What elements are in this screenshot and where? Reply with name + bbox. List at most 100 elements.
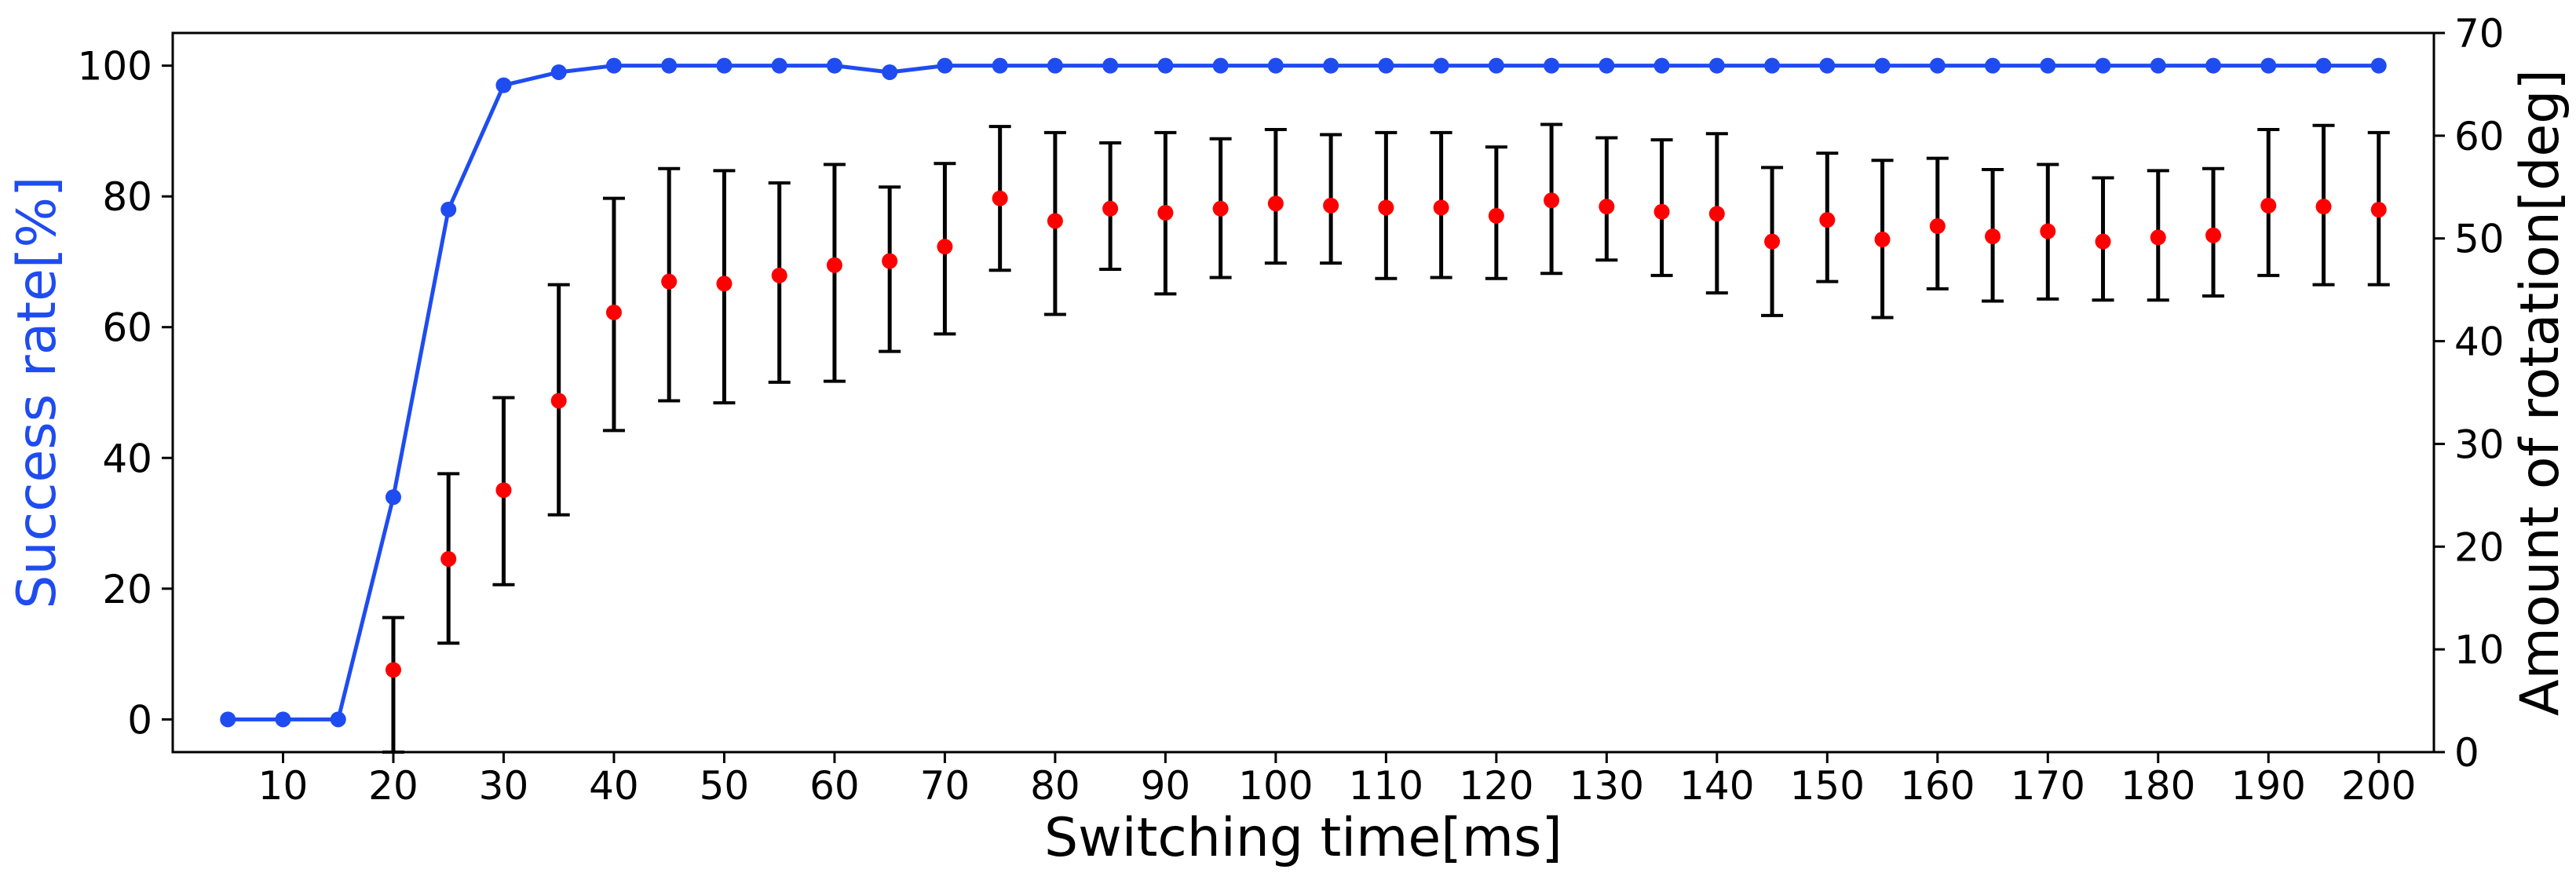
success-rate-point [1323, 57, 1339, 74]
rotation-point [1102, 200, 1119, 217]
y-right-tick-label: 60 [2454, 114, 2505, 159]
success-rate-point [1102, 57, 1119, 74]
rotation-point [1323, 197, 1339, 214]
x-tick-label: 60 [809, 763, 860, 809]
rotation-point [992, 190, 1008, 206]
x-tick-label: 160 [1900, 763, 1975, 809]
x-tick-label: 190 [2231, 763, 2306, 809]
x-tick-label: 80 [1030, 763, 1080, 809]
success-rate-point [1599, 57, 1615, 74]
rotation-point [882, 253, 898, 269]
rotation-point [2040, 223, 2056, 239]
rotation-point [826, 257, 842, 273]
success-rate-line [228, 64, 2379, 721]
rotation-point [1985, 228, 2001, 245]
rotation-point [2260, 197, 2277, 214]
axes [171, 31, 2435, 754]
rotation-point [440, 550, 457, 567]
y-right-tick-label: 40 [2454, 320, 2505, 365]
x-tick-label: 170 [2011, 763, 2085, 809]
x-tick-label: 90 [1141, 763, 1191, 809]
x-tick-label: 180 [2121, 763, 2195, 809]
rotation-point [1653, 203, 1670, 220]
y-left-axis-ticks: 0 20 40 60 80 100 [78, 44, 173, 743]
rotation-point [1433, 199, 1449, 216]
rotation-point [1819, 212, 1836, 228]
success-rate-point [716, 57, 733, 74]
x-tick-label: 20 [368, 763, 418, 809]
rotation-point [937, 239, 953, 255]
rotation-point [605, 304, 622, 320]
success-rate-point [1764, 57, 1781, 74]
rotation-point [1764, 233, 1781, 250]
success-rate-point [1212, 57, 1229, 74]
success-rate-point [1985, 57, 2001, 74]
success-rate-point [220, 711, 236, 728]
success-rate-point [330, 711, 346, 728]
y-left-axis-title: Success rate[%] [6, 176, 68, 608]
success-rate-point [275, 711, 291, 728]
success-rate-point [2315, 57, 2332, 74]
rotation-point [1544, 192, 1560, 209]
success-rate-point [992, 57, 1008, 74]
rotation-point [1599, 199, 1615, 215]
y-left-tick-label: 40 [102, 436, 152, 481]
y-left-tick-label: 80 [102, 174, 152, 220]
rotation-point [2370, 202, 2387, 218]
rotation-point [1212, 200, 1229, 217]
success-rate-point [2040, 57, 2056, 74]
x-tick-label: 10 [258, 763, 309, 809]
success-rate-point [495, 77, 512, 93]
x-tick-label: 200 [2341, 763, 2416, 809]
success-rate-point [826, 57, 842, 74]
rotation-point [1047, 213, 1063, 229]
success-rate-point [2260, 57, 2277, 74]
rotation-series [385, 190, 2387, 678]
rotation-point [771, 267, 787, 283]
success-rate-point [2370, 57, 2387, 74]
x-tick-label: 50 [700, 763, 750, 809]
rotation-point [385, 662, 401, 678]
plot-frame [171, 31, 2435, 754]
success-rate-point [1047, 57, 1063, 74]
x-tick-label: 110 [1349, 763, 1423, 809]
x-axis-title: Switching time[ms] [1044, 807, 1562, 869]
rotation-point [550, 393, 567, 409]
y-left-tick-label: 0 [127, 697, 152, 743]
success-rate-point [1378, 57, 1394, 74]
success-rate-point [1488, 57, 1504, 74]
x-tick-label: 40 [589, 763, 639, 809]
success-rate-point [550, 64, 567, 80]
success-rate-point [605, 57, 622, 74]
rotation-point [2095, 233, 2111, 250]
x-tick-label: 70 [920, 763, 970, 809]
y-right-tick-label: 70 [2454, 11, 2505, 57]
success-rate-point [2205, 57, 2222, 74]
success-rate-point [440, 201, 457, 217]
y-right-tick-label: 30 [2454, 422, 2505, 467]
x-axis-ticks: 10 20 30 40 50 60 70 80 90 100 110 120 130 140 150 160 1… [258, 752, 2416, 809]
success-rate-point [1433, 57, 1449, 74]
rotation-point [2150, 229, 2166, 246]
rotation-point [716, 276, 733, 292]
y-left-tick-label: 20 [102, 567, 152, 612]
rotation-point [661, 273, 678, 290]
rotation-point [1378, 199, 1394, 216]
success-rate-point [661, 57, 678, 74]
success-rate-point [1819, 57, 1836, 74]
rotation-point [1929, 218, 1946, 235]
y-left-tick-label: 60 [102, 305, 152, 351]
success-rate-point [937, 57, 953, 74]
success-rate-point [1708, 57, 1725, 74]
y-right-tick-label: 20 [2454, 524, 2505, 570]
x-tick-label: 100 [1238, 763, 1313, 809]
rotation-point [495, 482, 512, 499]
success-rate-point [2150, 57, 2166, 74]
success-rate-point [1157, 57, 1174, 74]
success-rate-series [220, 57, 2387, 728]
x-tick-label: 30 [479, 763, 529, 809]
success-rate-point [771, 57, 787, 74]
rotation-point [1267, 195, 1284, 212]
